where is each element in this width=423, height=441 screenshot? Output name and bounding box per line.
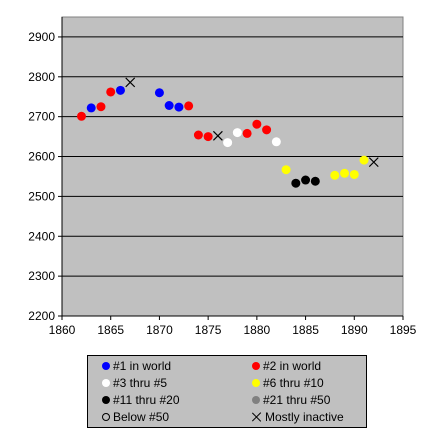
legend-label: Mostly inactive xyxy=(265,410,344,424)
legend-marker-dot-icon xyxy=(252,395,260,404)
y-tick-label: 2500 xyxy=(28,189,55,203)
legend-item-rank-1: #1 in world xyxy=(102,358,171,374)
data-point xyxy=(203,132,213,142)
legend-label: #1 in world xyxy=(113,359,172,373)
y-tick-label: 2400 xyxy=(28,229,55,243)
data-points xyxy=(76,77,379,188)
y-tick-label: 2700 xyxy=(28,110,55,124)
legend-label: #3 thru #5 xyxy=(113,376,168,390)
axes xyxy=(61,17,403,317)
y-ticks: 2200 2300 2400 2500 2600 2700 2800 2900 xyxy=(28,30,62,323)
data-point xyxy=(193,130,203,140)
data-point xyxy=(301,175,311,185)
legend-item-mostly-inactive: Mostly inactive xyxy=(252,409,344,425)
data-point xyxy=(330,170,340,180)
legend-item-below-50: Below #50 xyxy=(102,409,169,425)
data-point xyxy=(164,101,174,111)
legend-marker-hollow-circle-icon xyxy=(102,412,110,421)
data-point xyxy=(340,168,350,178)
data-point xyxy=(291,178,301,188)
legend: #1 in world #2 in world #3 thru #5 #6 th… xyxy=(87,355,367,428)
data-point-cross xyxy=(212,130,223,141)
legend-label: #6 thru #10 xyxy=(263,376,324,390)
legend-label: #11 thru #20 xyxy=(113,393,180,407)
y-tick-label: 2300 xyxy=(28,269,55,283)
legend-marker-dot-icon xyxy=(102,378,110,387)
data-point-cross xyxy=(125,77,136,88)
legend-item-rank-11-20: #11 thru #20 xyxy=(102,392,180,408)
data-point xyxy=(96,102,106,112)
x-tick-label: 1875 xyxy=(195,323,222,337)
gridlines xyxy=(62,36,403,277)
x-tick-label: 1885 xyxy=(292,323,319,337)
legend-label: Below #50 xyxy=(113,410,170,424)
x-tick-label: 1865 xyxy=(97,323,124,337)
legend-label: #21 thru #50 xyxy=(263,393,331,407)
legend-item-rank-2: #2 in world xyxy=(252,358,321,374)
legend-item-rank-21-50: #21 thru #50 xyxy=(252,392,330,408)
legend-marker-dot-icon xyxy=(102,361,110,370)
data-point xyxy=(184,101,194,111)
data-point xyxy=(223,138,233,148)
data-point xyxy=(86,103,96,113)
data-point xyxy=(174,102,184,112)
x-tick-label: 1880 xyxy=(244,323,271,337)
data-point xyxy=(106,87,116,97)
x-ticks: 1860 1865 1870 1875 1880 1885 1890 1895 xyxy=(49,316,417,337)
y-tick-label: 2800 xyxy=(28,70,55,84)
legend-marker-dot-icon xyxy=(102,395,110,404)
data-point xyxy=(310,176,320,186)
data-point xyxy=(252,119,262,129)
legend-marker-cross-icon xyxy=(252,412,262,422)
plot-area xyxy=(61,16,404,317)
data-point xyxy=(262,125,272,135)
legend-marker-dot-icon xyxy=(252,378,260,387)
y-tick-label: 2200 xyxy=(28,309,55,323)
cross-stroke xyxy=(212,130,223,141)
data-point xyxy=(349,169,359,179)
legend-label: #2 in world xyxy=(263,359,322,373)
legend-item-rank-6-10: #6 thru #10 xyxy=(252,375,324,391)
data-point xyxy=(115,85,125,95)
data-point xyxy=(281,165,291,175)
x-tick-label: 1860 xyxy=(49,323,76,337)
data-point xyxy=(154,88,164,98)
data-point xyxy=(242,128,252,138)
cross-stroke xyxy=(125,77,136,88)
data-point-cross xyxy=(368,157,379,168)
data-point xyxy=(271,137,281,147)
data-point xyxy=(76,111,86,121)
legend-marker-dot-icon xyxy=(252,361,260,370)
data-point xyxy=(232,128,242,138)
x-tick-label: 1870 xyxy=(146,323,173,337)
x-tick-label: 1895 xyxy=(390,323,417,337)
x-tick-label: 1890 xyxy=(341,323,368,337)
y-tick-label: 2600 xyxy=(28,150,55,164)
data-point xyxy=(359,155,369,165)
legend-item-rank-3-5: #3 thru #5 xyxy=(102,375,167,391)
y-tick-label: 2900 xyxy=(28,30,55,44)
cross-stroke xyxy=(368,157,379,168)
